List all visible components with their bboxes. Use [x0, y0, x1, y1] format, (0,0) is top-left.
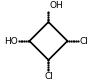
Point [74, 40, 75, 42]
Text: OH: OH [50, 1, 64, 10]
Point [48, 61, 49, 62]
Point [48, 16, 49, 17]
Point [29, 40, 30, 42]
Point [48, 70, 49, 71]
Text: HO: HO [4, 36, 18, 46]
Point [24, 40, 25, 42]
Point [48, 11, 49, 12]
Point [48, 65, 49, 66]
Point [48, 18, 49, 19]
Point [48, 63, 49, 64]
Point [48, 68, 49, 69]
Point [75, 40, 77, 42]
Text: Cl: Cl [44, 72, 53, 81]
Point [48, 14, 49, 16]
Point [68, 40, 70, 42]
Point [25, 40, 27, 42]
Point [48, 59, 49, 61]
Point [72, 40, 73, 42]
Point [20, 40, 22, 42]
Point [48, 13, 49, 14]
Text: Cl: Cl [79, 36, 88, 46]
Point [70, 40, 72, 42]
Point [22, 40, 23, 42]
Point [27, 40, 28, 42]
Point [48, 21, 49, 23]
Point [48, 66, 49, 68]
Point [77, 40, 79, 42]
Point [67, 40, 68, 42]
Point [48, 20, 49, 21]
Point [18, 40, 20, 42]
